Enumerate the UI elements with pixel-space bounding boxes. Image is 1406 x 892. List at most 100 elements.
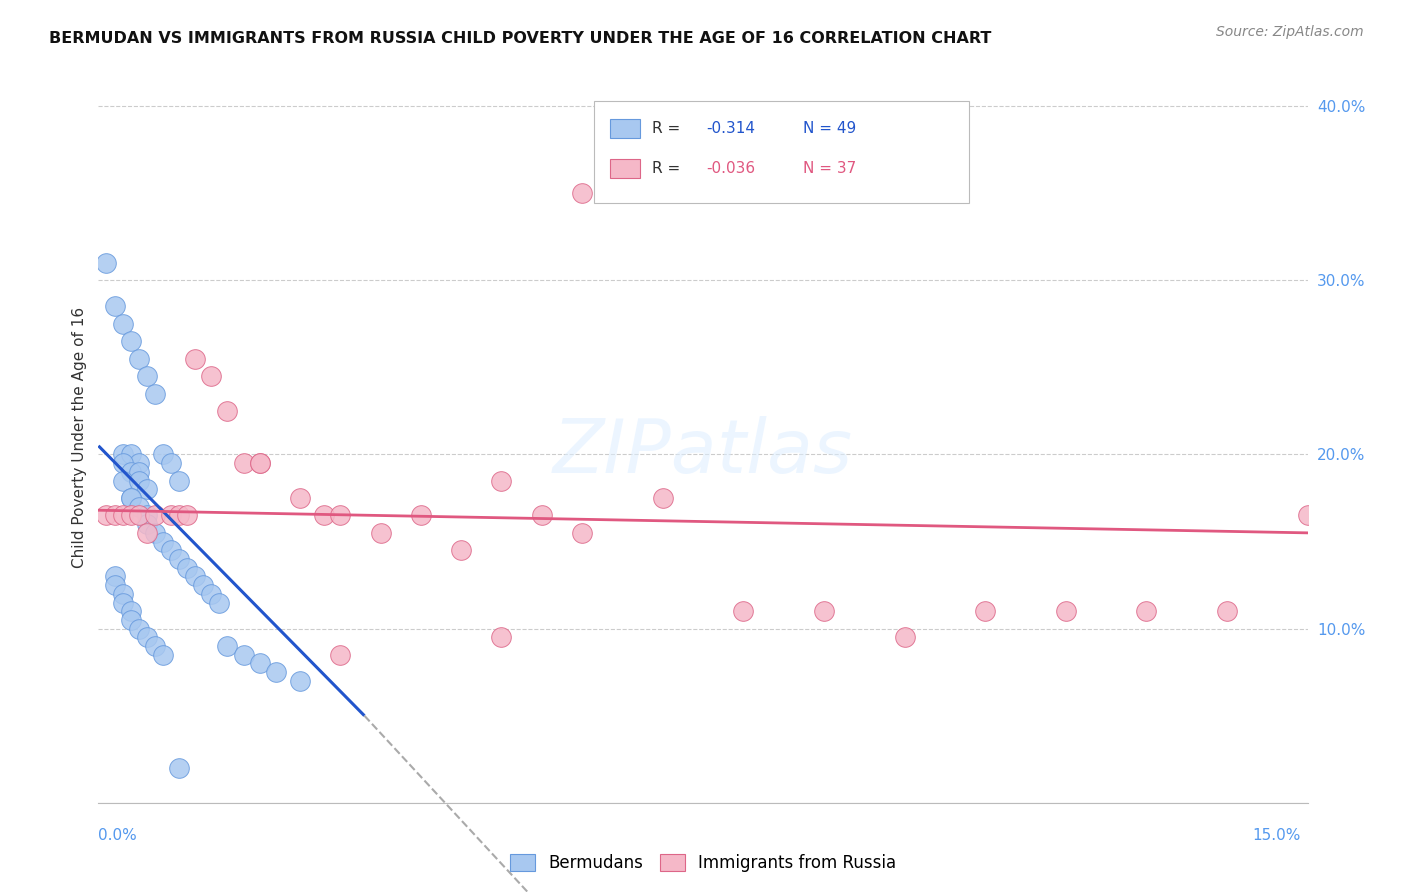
Point [120,613,142,627]
Point [249,456,271,470]
Point [1054,604,1077,618]
Text: 0.0%: 0.0% [98,828,138,843]
Point [208,595,231,609]
Point [96,256,118,270]
Point [128,474,150,488]
Point [249,456,271,470]
Point [200,369,222,384]
Point [160,508,183,523]
Legend: Bermudans, Immigrants from Russia: Bermudans, Immigrants from Russia [503,847,903,879]
Text: N = 37: N = 37 [803,161,856,176]
Point [152,648,174,662]
Point [111,508,134,523]
Text: R =: R = [652,121,685,136]
Point [128,465,150,479]
Point [135,483,157,497]
Point [167,761,190,775]
Text: BERMUDAN VS IMMIGRANTS FROM RUSSIA CHILD POVERTY UNDER THE AGE OF 16 CORRELATION: BERMUDAN VS IMMIGRANTS FROM RUSSIA CHILD… [49,31,991,46]
Text: Source: ZipAtlas.com: Source: ZipAtlas.com [1216,25,1364,39]
Point [152,534,174,549]
Point [128,500,150,514]
Point [232,648,254,662]
Point [184,569,207,583]
Point [184,351,207,366]
Point [103,508,125,523]
Y-axis label: Child Poverty Under the Age of 16: Child Poverty Under the Age of 16 [72,307,87,567]
Text: R =: R = [652,161,685,176]
Point [135,369,157,384]
Point [491,631,513,645]
Point [176,560,198,574]
Point [120,491,142,505]
Text: 15.0%: 15.0% [1253,828,1301,843]
Point [143,525,166,540]
Point [135,517,157,532]
Point [974,604,997,618]
Point [893,631,915,645]
Point [128,508,150,523]
Point [167,508,190,523]
Point [733,604,755,618]
Point [193,578,215,592]
Text: N = 49: N = 49 [803,121,856,136]
Bar [610,120,640,137]
Point [491,474,513,488]
Point [176,508,198,523]
Point [329,648,352,662]
Point [217,639,239,653]
Point [288,491,311,505]
Point [167,552,190,566]
Point [103,569,125,583]
Point [111,587,134,601]
Point [111,448,134,462]
Point [111,595,134,609]
Bar [610,160,640,178]
Point [111,317,134,331]
Text: -0.314: -0.314 [707,121,755,136]
Point [152,448,174,462]
Point [96,508,118,523]
Point [160,456,183,470]
Point [120,334,142,349]
Point [1296,508,1319,523]
Point [329,508,352,523]
Text: ZIPatlas: ZIPatlas [553,416,853,488]
Point [264,665,287,680]
Point [103,578,125,592]
Point [167,474,190,488]
Point [111,474,134,488]
Point [143,639,166,653]
Point [143,386,166,401]
Point [314,508,336,523]
Point [571,186,593,201]
Point [128,622,150,636]
Point [813,604,835,618]
Point [120,508,142,523]
Point [160,543,183,558]
Point [111,456,134,470]
Point [370,525,392,540]
Point [120,491,142,505]
Point [128,351,150,366]
Point [128,456,150,470]
Point [571,525,593,540]
Point [530,508,553,523]
Point [120,465,142,479]
Point [135,525,157,540]
Text: -0.036: -0.036 [707,161,756,176]
Point [217,404,239,418]
Point [135,631,157,645]
Point [1216,604,1239,618]
Point [120,604,142,618]
Point [450,543,472,558]
Point [120,448,142,462]
Point [1135,604,1157,618]
Point [143,508,166,523]
FancyBboxPatch shape [595,101,969,203]
Point [135,508,157,523]
Point [288,673,311,688]
Point [200,587,222,601]
Point [232,456,254,470]
Point [249,657,271,671]
Point [103,300,125,314]
